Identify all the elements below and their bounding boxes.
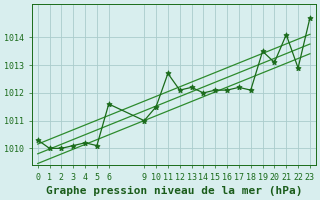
X-axis label: Graphe pression niveau de la mer (hPa): Graphe pression niveau de la mer (hPa) bbox=[45, 186, 302, 196]
